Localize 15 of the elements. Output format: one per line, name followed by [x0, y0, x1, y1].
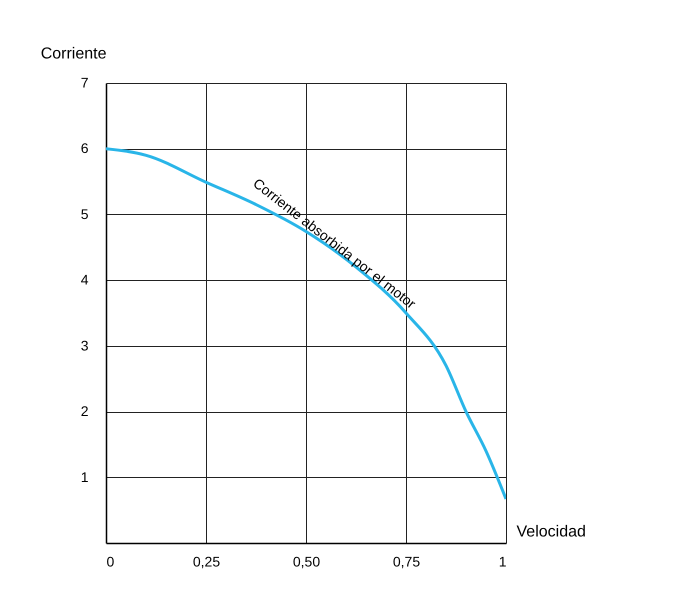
x-axis-title: Velocidad: [516, 524, 586, 540]
x-tick-label: 0,25: [192, 554, 220, 570]
y-tick-label: 1: [80, 468, 89, 485]
x-tick-label: 1: [498, 554, 507, 570]
x-tick-label: 0: [106, 554, 114, 570]
x-tick-label: 0,75: [392, 554, 420, 570]
y-tick-label: 2: [80, 403, 89, 420]
y-tick-label: 7: [80, 74, 89, 90]
y-tick-label: 5: [80, 206, 89, 222]
y-axis-title: Corriente: [40, 46, 107, 62]
line-series: [106, 147, 506, 500]
y-tick-label: 6: [80, 140, 89, 156]
y-tick-label: 3: [80, 337, 89, 354]
x-tick-label: 0,50: [292, 554, 320, 570]
y-tick-label: 4: [80, 272, 89, 288]
